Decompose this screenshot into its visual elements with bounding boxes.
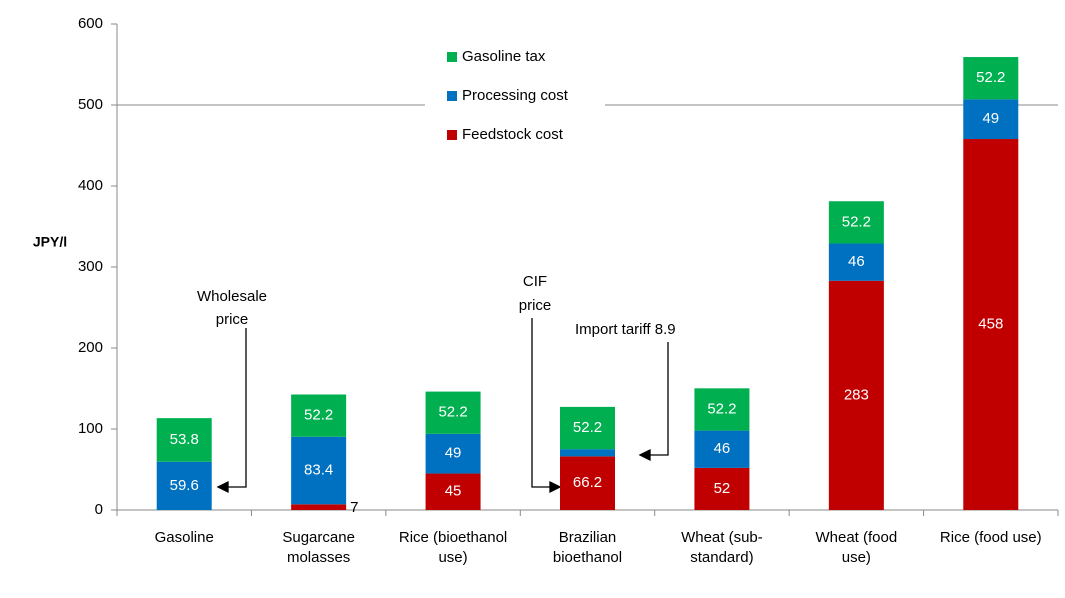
y-tick-label: 100 xyxy=(78,420,103,437)
arrowhead xyxy=(216,480,229,494)
annotation-line: Wholesale xyxy=(197,288,267,305)
legend-swatch xyxy=(447,52,457,62)
y-tick-label: 0 xyxy=(95,501,103,518)
bar-segment xyxy=(156,418,212,462)
data-label: 66.2 xyxy=(573,474,602,491)
x-tick-label: Rice (bioethanol use) xyxy=(398,529,508,566)
data-label: 49 xyxy=(982,110,999,127)
x-tick-label: Gasoline xyxy=(154,529,214,546)
legend-swatch xyxy=(447,130,457,140)
y-tick-label: 500 xyxy=(78,96,103,113)
data-label: 49 xyxy=(445,445,462,462)
annotation-line: price xyxy=(519,297,552,314)
data-label: 7 xyxy=(350,499,358,516)
legend-swatch xyxy=(447,91,457,101)
arrow xyxy=(531,318,552,488)
bar-segment xyxy=(291,436,347,505)
bar-segment xyxy=(828,243,884,281)
bar-segment xyxy=(560,406,615,450)
arrowhead xyxy=(638,448,651,462)
bar-segment xyxy=(694,388,750,431)
legend-label: Feedstock cost xyxy=(462,126,564,143)
bar-segment xyxy=(963,139,1019,510)
arrow xyxy=(648,342,669,456)
bar-segment xyxy=(425,433,481,474)
bar-segment xyxy=(560,449,615,457)
bar-segment xyxy=(828,280,884,510)
bar-segment xyxy=(963,57,1019,100)
legend-label: Processing cost xyxy=(462,87,569,104)
x-tick-label: Rice (food use) xyxy=(939,529,1042,546)
y-axis-label: JPY/l xyxy=(33,234,67,250)
annotation-line: price xyxy=(216,311,249,328)
annotations xyxy=(216,318,669,494)
annotation-line: CIF xyxy=(523,273,547,290)
data-label: 52.2 xyxy=(304,407,333,424)
bar-segment xyxy=(156,461,212,510)
x-tick-label: Brazilian bioethanol xyxy=(552,529,623,566)
bar-segment xyxy=(291,504,347,510)
data-label: 45 xyxy=(445,483,462,500)
y-tick-label: 200 xyxy=(78,339,103,356)
bar-segment xyxy=(291,394,347,437)
x-tick-label: Wheat (food use) xyxy=(815,529,898,566)
bar-segment xyxy=(828,201,884,244)
data-label: 52.2 xyxy=(707,400,736,417)
data-label: 458 xyxy=(978,315,1003,332)
data-label: 83.4 xyxy=(304,462,333,479)
data-label: 52 xyxy=(714,480,731,497)
data-label: 52.2 xyxy=(438,404,467,421)
data-label: 283 xyxy=(844,386,869,403)
bar-segment xyxy=(560,456,615,510)
bar-segment xyxy=(963,99,1019,140)
annotation: Wholesale price xyxy=(197,288,267,328)
annotation: CIF price xyxy=(519,273,552,314)
data-label: 46 xyxy=(714,440,731,457)
x-tick-label: Wheat (sub-standard) xyxy=(681,529,763,566)
data-label: 59.6 xyxy=(170,477,199,494)
legend-label: Gasoline tax xyxy=(462,48,546,65)
x-tick-label: Sugarcane molasses xyxy=(282,529,355,566)
data-label: 52.2 xyxy=(573,419,602,436)
arrowhead xyxy=(549,480,562,494)
y-tick-label: 600 xyxy=(78,15,103,32)
bar-segment xyxy=(425,473,481,510)
bar-segment xyxy=(694,467,750,510)
data-label: 53.8 xyxy=(170,431,199,448)
arrow xyxy=(226,328,247,488)
annotation: Import tariff 8.9 xyxy=(575,321,676,338)
y-tick-label: 400 xyxy=(78,177,103,194)
data-label: 52.2 xyxy=(842,213,871,230)
data-label: 46 xyxy=(848,253,865,270)
data-label: 52.2 xyxy=(976,69,1005,86)
y-tick-label: 300 xyxy=(78,258,103,275)
bar-segment xyxy=(425,391,481,434)
bar-segment xyxy=(694,430,750,468)
